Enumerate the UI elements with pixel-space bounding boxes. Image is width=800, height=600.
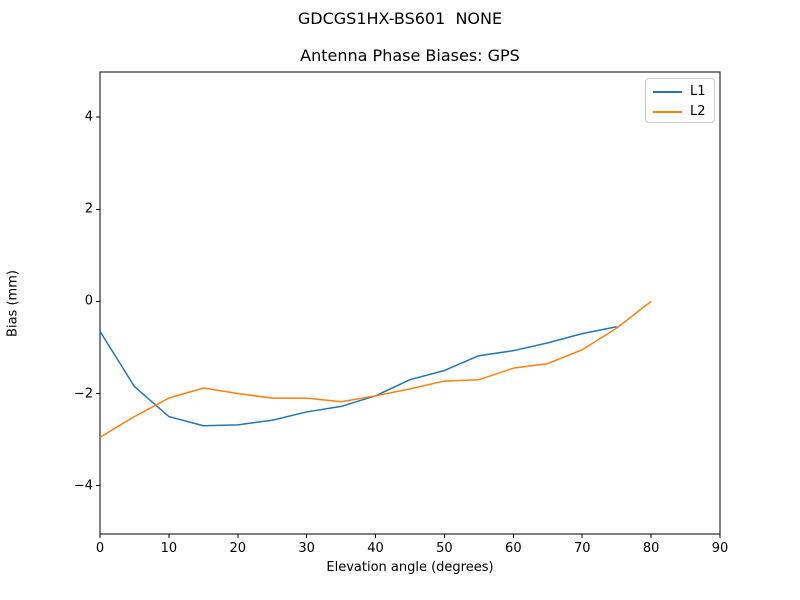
legend-label-l2: L2 — [690, 104, 706, 119]
legend-line-sample-l1 — [653, 91, 682, 93]
axes-spines — [99, 71, 721, 535]
legend-line-sample-l2 — [653, 111, 682, 113]
x-tick-label: 50 — [436, 541, 453, 556]
legend-entry-l1: L1 — [653, 83, 714, 101]
x-tick-label: 0 — [95, 541, 105, 556]
x-tick-label: 30 — [298, 541, 315, 556]
x-tick-label: 80 — [642, 541, 660, 556]
x-axis-label: Elevation angle (degrees) — [326, 560, 494, 575]
axes-frame — [99, 71, 721, 535]
x-tick-label: 10 — [160, 541, 178, 556]
x-tick-label: 70 — [573, 541, 591, 556]
x-tick-label: 90 — [711, 541, 729, 556]
legend: L1 L2 — [645, 78, 715, 123]
series-line-l1 — [99, 325, 617, 427]
series-line-l2 — [99, 300, 652, 438]
y-axis-label: Bias (mm) — [5, 270, 21, 337]
figure-title: GDCGS1HX-BS601 NONE — [297, 9, 503, 28]
y-tick-label: −4 — [73, 478, 93, 494]
legend-label-l1: L1 — [690, 84, 706, 99]
x-tick-label: 40 — [367, 541, 384, 556]
y-tick-label: 4 — [84, 109, 93, 125]
axes-title: Antenna Phase Biases: GPS — [300, 46, 520, 65]
x-tick-label: 60 — [505, 541, 522, 556]
tick-marks — [96, 116, 721, 538]
x-tick-label: 20 — [229, 541, 247, 556]
y-tick-label: −2 — [73, 386, 93, 401]
series-lines — [99, 300, 652, 438]
y-tick-label: 0 — [84, 293, 93, 309]
legend-entry-l2: L2 — [653, 103, 714, 121]
y-tick-label: 2 — [84, 201, 93, 217]
